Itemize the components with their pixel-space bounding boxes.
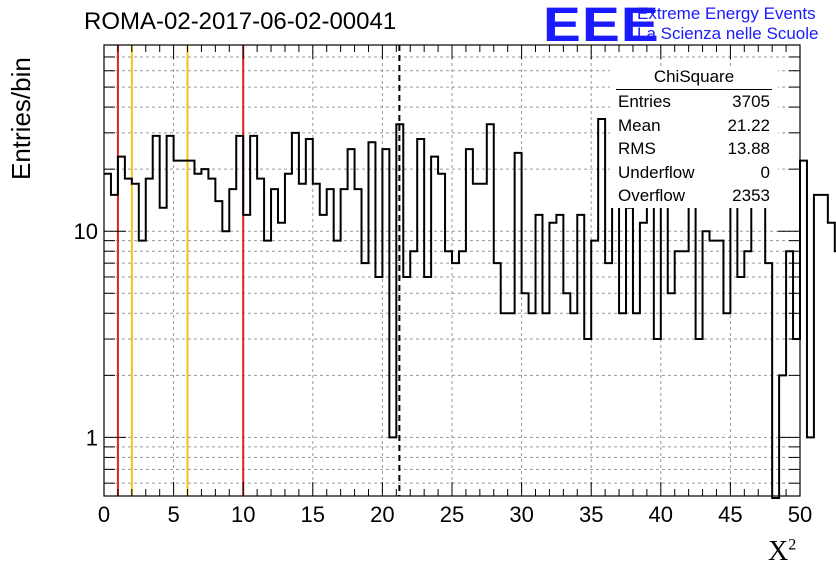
x-tick-label: 0	[98, 502, 110, 527]
stats-row-mean: Mean 21.22	[610, 114, 778, 138]
stats-value: 3705	[732, 92, 770, 111]
x-tick-label: 20	[370, 502, 394, 527]
x-tick-label: 15	[301, 502, 325, 527]
stats-row-rms: RMS 13.88	[610, 137, 778, 161]
y-tick-label: 1	[86, 425, 98, 450]
stats-label: Overflow	[618, 186, 686, 205]
stats-label: Entries	[618, 92, 671, 111]
x-tick-label: 25	[440, 502, 464, 527]
stats-value: 0	[760, 162, 770, 182]
x-tick-label: 45	[718, 502, 742, 527]
x-tick-label: 30	[509, 502, 533, 527]
axes: 0 5 10 15 20 25 30 35 40 45 50 1 10	[74, 44, 812, 527]
histogram-series	[104, 118, 836, 499]
x-tick-label: 35	[579, 502, 603, 527]
stats-label: Mean	[618, 115, 661, 135]
y-axis-label: Entries/bin	[6, 57, 36, 180]
x-tick-label: 50	[788, 502, 812, 527]
reference-lines	[116, 45, 401, 496]
stats-row-entries: Entries 3705	[610, 90, 778, 114]
x-tick-label: 10	[231, 502, 255, 527]
x-tick-label: 40	[649, 502, 673, 527]
stats-box: ChiSquare Entries 3705 Mean 21.22 RMS 13…	[610, 67, 778, 208]
histogram-line	[104, 118, 836, 499]
logo-caption-1: Extreme Energy Events	[637, 4, 816, 23]
stats-row-overflow: Overflow 2353	[610, 184, 778, 208]
y-tick-label: 10	[74, 219, 98, 244]
x-axis-label: X2	[768, 536, 797, 567]
stats-title: ChiSquare	[616, 67, 772, 90]
stats-value: 21.22	[727, 115, 770, 135]
stats-value: 13.88	[727, 139, 770, 158]
stats-value: 2353	[732, 186, 770, 205]
eee-logo: EEE	[543, 0, 660, 52]
logo-caption-2: La Scienza nelle Scuole	[637, 24, 819, 43]
stats-label: Underflow	[618, 162, 695, 182]
x-tick-label: 5	[167, 502, 179, 527]
stats-label: RMS	[618, 139, 656, 158]
stats-row-underflow: Underflow 0	[610, 161, 778, 185]
run-title: ROMA-02-2017-06-02-00041	[84, 8, 397, 35]
